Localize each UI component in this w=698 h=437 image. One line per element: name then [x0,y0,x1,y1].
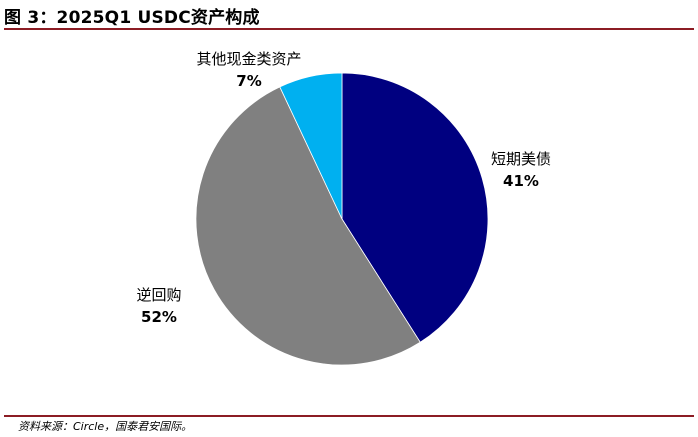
slice-label-reverse-repo: 逆回购 52% [124,284,194,328]
slice-percent: 52% [141,308,177,326]
chart-title: 图 3：2025Q1 USDC资产构成 [4,8,260,28]
pie-slice-0 [341,72,489,343]
slice-percent: 7% [236,72,262,90]
footer-divider [4,415,694,417]
slice-name: 短期美债 [490,150,551,168]
slice-label-short-term-treasuries: 短期美债 41% [486,148,556,192]
title-divider [4,28,694,30]
slice-percent: 41% [503,172,539,190]
source-note: 资料来源：Circle，国泰君安国际。 [18,420,193,433]
pie-slice-2 [279,72,343,220]
slice-name: 逆回购 [136,286,182,304]
slice-label-other-cash: 其他现金类资产 7% [184,48,314,92]
slice-name: 其他现金类资产 [196,50,302,68]
pie-slice-1 [195,86,421,366]
